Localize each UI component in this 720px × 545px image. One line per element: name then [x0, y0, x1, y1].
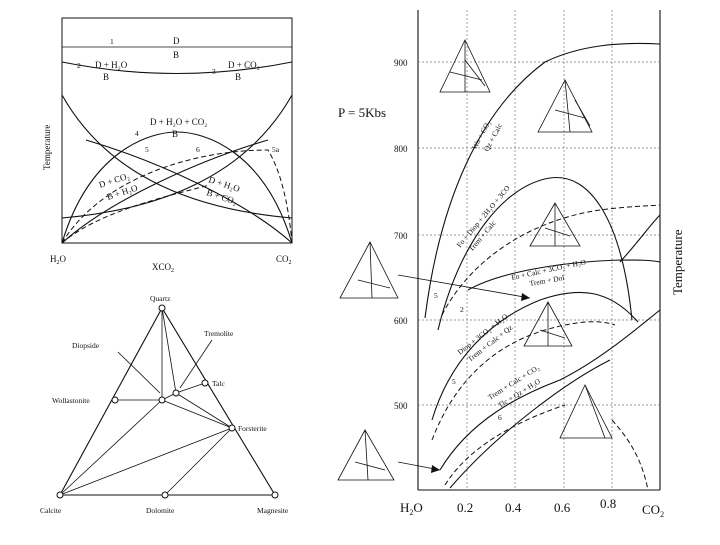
x-tick-0.2: 0.2 [457, 500, 473, 515]
curve-dashed-right [611, 419, 649, 491]
arrow-lower-head [431, 465, 440, 473]
curve-dashed-upper [441, 204, 661, 316]
reaction-1-top: D [173, 36, 180, 46]
vertex-quartz-label: Quartz [150, 294, 171, 303]
reaction-4-bottom: B [172, 129, 178, 139]
tie-quartz-talc [161, 307, 177, 394]
small-number-3: 5 [452, 377, 456, 386]
vertex-calcite-label: Calcite [40, 506, 62, 515]
tie-dolomite-forsterite [164, 427, 233, 496]
y-tick-700: 700 [394, 231, 408, 241]
reaction-3-top: D + CO₂ [228, 60, 260, 70]
curve-wollastonite [424, 42, 661, 319]
reaction-5a-curve [61, 149, 293, 244]
diopside-label: Diopside [72, 341, 100, 350]
x-left-endmember: H2O [400, 500, 423, 517]
vertex-magnesite-label: Magnesite [257, 506, 289, 515]
dashed-lower-curve [61, 184, 211, 244]
reaction-5-number: 5 [145, 145, 149, 154]
tie-calcite-diopside [59, 399, 163, 496]
mini-triangle-1 [439, 39, 491, 93]
curve-tremolite [439, 309, 661, 471]
reaction-4-dome [61, 131, 293, 244]
tie-diopside-forsterite [161, 399, 233, 429]
curve-forsterite-calcite [467, 259, 661, 291]
mini-triangle-3 [529, 202, 581, 247]
tremolite-point [172, 389, 180, 397]
right-chart: 900 800 700 600 500 0.2 0.4 0.6 0.8 H2O … [337, 10, 685, 519]
reaction-6-curve [85, 139, 293, 244]
top-y-axis-label: Temperature [42, 125, 52, 170]
top-diagram: 1 D B 2 D + H₂O B 3 D + CO₂ B 4 D + H₂O … [42, 17, 293, 274]
right-y-axis-label: Temperature [670, 229, 685, 295]
mini-triangle-2 [537, 79, 593, 133]
x-tick-0.4: 0.4 [505, 500, 522, 515]
reaction-4-number: 4 [135, 129, 139, 138]
reaction-2-descending-curve [61, 94, 293, 219]
dolomite-label: Dolomite [146, 506, 175, 515]
curve-talc-quartz [449, 359, 611, 489]
composition-triangle: Quartz Calcite Magnesite Diopside Tremol… [40, 294, 289, 515]
tremolite-label: Tremolite [204, 329, 234, 338]
x-right-endmember: CO2 [642, 502, 664, 519]
y-tick-500: 500 [394, 401, 408, 411]
x-tick-0.6: 0.6 [554, 500, 571, 515]
top-right-endmember: CO2 [276, 254, 292, 266]
reaction-3-number: 3 [212, 67, 216, 76]
reaction-1-number: 1 [110, 37, 114, 46]
quartz-point [158, 304, 166, 312]
diopside-point [158, 396, 166, 404]
right-grid [418, 10, 660, 490]
y-tick-800: 800 [394, 144, 408, 154]
reaction-1-bottom: B [173, 50, 179, 60]
wollastonite-label: Wollastonite [52, 396, 90, 405]
triangle-outline [59, 306, 276, 496]
mini-triangle-4 [523, 301, 573, 347]
reaction-2-number: 2 [77, 61, 81, 70]
small-number-4: 6 [498, 413, 502, 422]
mini-triangle-5 [559, 384, 613, 439]
reaction-2-3-curve [61, 61, 293, 75]
tie-talc-forsterite [175, 392, 233, 429]
calcite-point [56, 491, 64, 499]
reaction-6-number: 6 [196, 145, 200, 154]
curve-diopside [431, 291, 639, 421]
mini-triangle-left-lower [337, 429, 395, 481]
curve-branch-right [619, 214, 661, 263]
curve-dashed-lower [444, 404, 566, 486]
forsterite-label: Forsterite [238, 424, 267, 433]
reaction-5-curve [61, 139, 269, 244]
top-diagram-frame [61, 17, 293, 244]
y-tick-600: 600 [394, 316, 408, 326]
pressure-label: P = 5Kbs [338, 105, 386, 120]
reaction-2-top: D + H₂O [95, 60, 128, 70]
reaction-2-bottom: B [103, 72, 109, 82]
arrow-tremolite [179, 339, 213, 389]
tie-tremolite-talc [175, 382, 206, 394]
reaction-3-descending-curve [61, 94, 293, 219]
reaction-4-top: D + H₂O + CO₂ [150, 117, 207, 127]
reaction-3-bottom: B [235, 72, 241, 82]
arrow-upper-head [521, 293, 530, 301]
magnesite-point [271, 491, 279, 499]
tie-calcite-forsterite [59, 427, 233, 496]
dolomite-point [161, 491, 169, 499]
curve-forsterite-diopside [437, 176, 633, 331]
x-tick-0.8: 0.8 [600, 496, 616, 511]
mini-triangle-left-upper [339, 241, 399, 299]
wollastonite-point [111, 396, 119, 404]
top-x-axis-label: XCO2 [152, 262, 174, 274]
arrow-diopside [117, 351, 161, 394]
small-number-2: 2 [460, 305, 464, 314]
forsterite-point [228, 424, 236, 432]
small-number-1: 5 [434, 291, 438, 300]
talc-label: Talc [212, 379, 225, 388]
talc-point [201, 379, 209, 387]
top-left-endmember: H2O [50, 254, 67, 266]
arrow-upper-triangle [397, 274, 531, 299]
y-tick-900: 900 [394, 58, 408, 68]
reaction-5a-label: 5a [272, 145, 280, 154]
